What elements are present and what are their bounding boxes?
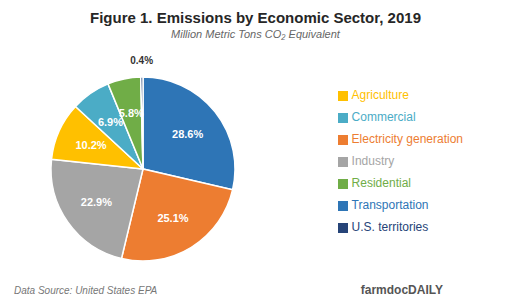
html-text:farmdoc DAILY: farmdoc DAILY [360,283,443,297]
svg-text:6.9%: 6.9% [97,116,123,129]
html-text:Figure 1. Emissions by Economi: Figure 1. Emissions by Economic Sector, … [90,9,421,26]
svg-text:10.2%: 10.2% [75,139,106,151]
html-text:Transportation: Transportation [351,198,429,212]
html-text:U.S. territories: U.S. territories [351,220,429,234]
svg-text:5.8%: 5.8% [119,107,144,119]
svg-text:0.4%: 0.4% [130,55,153,66]
svg-text:25.1%: 25.1% [157,212,188,224]
html-text:Electricity generation: Electricity generation [351,132,463,146]
html-text:Residential: Residential [351,176,411,190]
html-text:Agriculture: Agriculture [351,88,409,102]
html-text:Commercial: Commercial [351,110,416,124]
html-text:Million Metric Tons CO₂ Equiva: Million Metric Tons CO₂ Equivalent [171,28,340,40]
svg-text:22.9%: 22.9% [81,196,112,208]
svg-text:28.6%: 28.6% [172,128,203,140]
html-text:Data Source: United States EPA: Data Source: United States EPA [14,285,158,296]
html-text:Industry: Industry [351,154,395,168]
